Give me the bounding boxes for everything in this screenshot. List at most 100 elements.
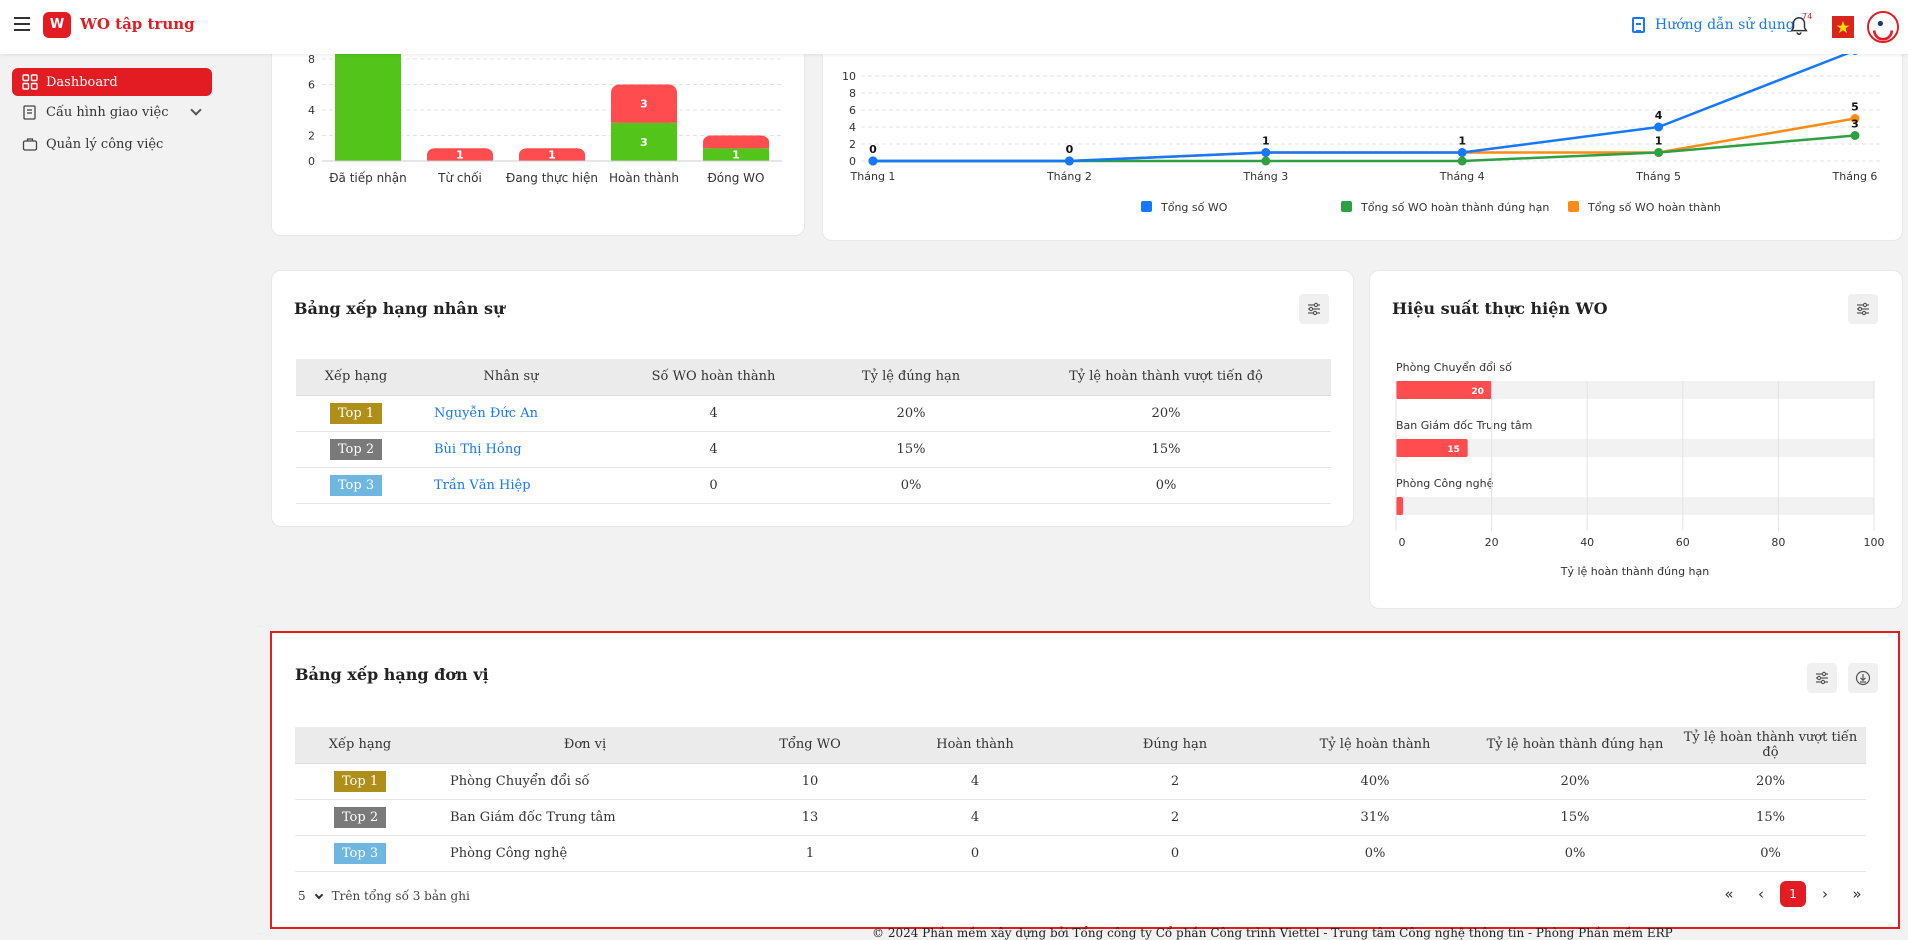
unit-cell: Phòng Công nghệ [425, 835, 745, 872]
col-ahead-rate: Tỷ lệ hoàn thành vượt tiến độ [1675, 727, 1866, 764]
bar-segment [611, 122, 677, 161]
col-ahead: Tỷ lệ hoàn thành vượt tiến độ [1001, 359, 1331, 396]
x-tick-label: Tháng 6 [1832, 170, 1878, 183]
vietnam-flag-icon [1832, 16, 1854, 38]
legend-swatch [1341, 201, 1352, 212]
done-rate-cell: 0% [1275, 835, 1475, 872]
staff-name-link[interactable]: Nguyễn Đức An [434, 405, 538, 421]
done-cell: 0 [606, 467, 821, 504]
bar-segment-base [427, 154, 493, 161]
x-tick-label: 0 [1399, 536, 1406, 549]
point-data-label: 4 [1655, 109, 1663, 122]
staff-name-link[interactable]: Trần Văn Hiệp [434, 477, 531, 493]
bar-track [1396, 497, 1874, 515]
notification-count: 74 [1802, 12, 1813, 21]
series-line [873, 117, 1856, 163]
unit-download-button[interactable] [1848, 663, 1878, 693]
download-icon [1855, 670, 1871, 686]
bar-track [1396, 381, 1874, 399]
bar-data-label: 1 [732, 149, 740, 162]
col-staff: Nhân sự [416, 359, 606, 396]
bar-segment [335, 46, 401, 161]
col-ontime: Tỷ lệ đúng hạn [821, 359, 1001, 396]
notification-button[interactable]: 74 [1788, 12, 1813, 39]
ontime-rate-cell: 20% [1475, 763, 1675, 800]
series-point [1457, 148, 1467, 157]
y-tick-label: 2 [849, 138, 856, 151]
table-header-row: Xếp hạng Nhân sự Số WO hoàn thành Tỷ lệ … [296, 359, 1331, 396]
x-tick-label: Tháng 3 [1242, 170, 1288, 183]
sidebar-item-task-management[interactable]: Quản lý công việc [12, 130, 212, 158]
series-point [868, 156, 878, 166]
col-rank: Xếp hạng [295, 727, 425, 764]
ontime-cell: 2 [1075, 763, 1275, 800]
table-row: Top 2 Bùi Thị Hồng 4 15% 15% [296, 431, 1331, 468]
ontime-rate-cell: 15% [1475, 799, 1675, 836]
sidebar-item-task-config[interactable]: Cấu hình giao việc [12, 98, 212, 126]
user-guide-link[interactable]: Hướng dẫn sử dụng [1632, 17, 1795, 33]
user-avatar[interactable] [1867, 11, 1899, 43]
bar-data-label: 3 [640, 136, 648, 149]
table-row: Top 1 Phòng Chuyển đổi số 10 4 2 40% 20%… [295, 763, 1866, 800]
point-data-label: 3 [1851, 118, 1859, 131]
col-total: Tổng WO [745, 727, 875, 764]
done-rate-cell: 31% [1275, 799, 1475, 836]
pagination: « ‹ 1 › » [1710, 881, 1870, 907]
unit-filter-button[interactable] [1807, 663, 1837, 693]
unit-ranking-title: Bảng xếp hạng đơn vị [295, 665, 489, 684]
x-tick-label: Tháng 5 [1635, 170, 1681, 183]
prev-page-button[interactable]: ‹ [1758, 885, 1764, 903]
y-tick-label: 8 [308, 53, 315, 66]
app-logo: W [43, 12, 71, 38]
page-size-select[interactable]: 5 [298, 889, 332, 903]
first-page-button[interactable]: « [1724, 885, 1734, 903]
menu-toggle-icon[interactable] [14, 17, 30, 31]
ontime-cell: 2 [1075, 799, 1275, 836]
bar-segment [703, 148, 769, 161]
point-data-label: 0 [869, 143, 877, 156]
bell-icon [1790, 17, 1808, 35]
last-page-button[interactable]: » [1852, 885, 1862, 903]
monthly-chart-card: 0 2 4 6 8 10 Tháng 1 Tháng 2 Tháng 3 Tháng 4 Tháng… [822, 30, 1903, 241]
y-tick-label: 6 [308, 79, 315, 92]
sidebar-item-label: Quản lý công việc [46, 136, 164, 152]
x-tick-label: Tháng 4 [1439, 170, 1485, 183]
y-tick-label: 0 [308, 155, 315, 168]
status-chart-card: 0 2 4 6 8 Đã tiếp nhận 1 Từ chối 1 Đang thực hiện… [271, 30, 805, 236]
x-tick-label: Đóng WO [708, 171, 765, 185]
rank-badge-top3: Top 3 [330, 474, 382, 496]
ontime-rate-cell: 0% [1475, 835, 1675, 872]
unit-cell: Ban Giám đốc Trung tâm [425, 799, 745, 836]
performance-bar [1396, 381, 1492, 399]
y-tick-label: 0 [849, 155, 856, 168]
sidebar-item-dashboard[interactable]: Dashboard [12, 68, 212, 96]
page-size-area: 5 Trên tổng số 3 bản ghi [298, 889, 470, 903]
page-number-button[interactable]: 1 [1780, 881, 1806, 907]
sidebar-item-label: Cấu hình giao việc [46, 104, 169, 120]
briefcase-icon [22, 138, 38, 151]
x-tick-label: Đang thực hiện [506, 171, 598, 185]
total-cell: 13 [745, 799, 875, 836]
table-row: Top 1 Nguyễn Đức An 4 20% 20% [296, 395, 1331, 432]
col-done: Số WO hoàn thành [606, 359, 821, 396]
ahead-rate-cell: 15% [1675, 799, 1866, 836]
staff-filter-button[interactable] [1299, 294, 1329, 324]
ontime-cell: 15% [821, 431, 1001, 468]
x-tick-label: Tháng 2 [1046, 170, 1092, 183]
performance-bar [1396, 497, 1403, 515]
col-rank: Xếp hạng [296, 359, 416, 396]
chevron-down-icon[interactable] [190, 104, 202, 116]
performance-filter-button[interactable] [1848, 294, 1878, 324]
staff-ranking-table: Xếp hạng Nhân sự Số WO hoàn thành Tỷ lệ … [296, 359, 1331, 504]
x-tick-label: 80 [1771, 536, 1785, 549]
next-page-button[interactable]: › [1822, 885, 1828, 903]
bar-segment-base [519, 154, 585, 161]
language-flag[interactable] [1832, 16, 1854, 38]
table-row: Top 3 Phòng Công nghệ 1 0 0 0% 0% 0% [295, 835, 1866, 872]
staff-name-link[interactable]: Bùi Thị Hồng [434, 441, 522, 457]
staff-ranking-card: Bảng xếp hạng nhân sự Xếp hạng Nhân sự S… [271, 270, 1354, 527]
staff-ranking-title: Bảng xếp hạng nhân sự [294, 299, 505, 318]
point-data-label: 5 [1851, 101, 1859, 114]
rank-badge-top1: Top 1 [334, 770, 386, 792]
point-data-label: 1 [1458, 135, 1466, 148]
